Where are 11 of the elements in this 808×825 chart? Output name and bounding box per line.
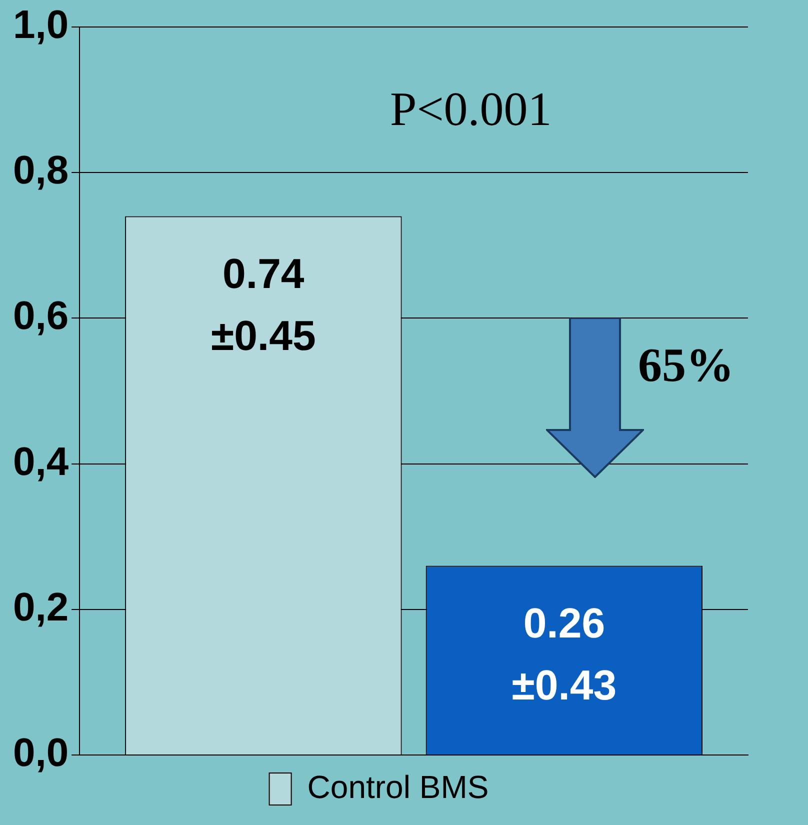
annotation: P<0.001: [390, 82, 552, 137]
data-label: 0.26 ±0.43: [512, 599, 617, 708]
y-tick-label: 0,0: [12, 731, 69, 776]
y-tick-label: 0,8: [12, 148, 69, 193]
y-tick-label: 0,2: [12, 585, 69, 630]
y-tick-label: 0,6: [12, 294, 69, 338]
annotation: 65%: [638, 338, 734, 393]
y-tick-label: 0,4: [12, 440, 70, 484]
data-label: 0.74 ±0.45: [211, 250, 316, 359]
legend-label: Control BMS: [307, 768, 489, 805]
y-tick-label: 1,0: [12, 3, 69, 48]
